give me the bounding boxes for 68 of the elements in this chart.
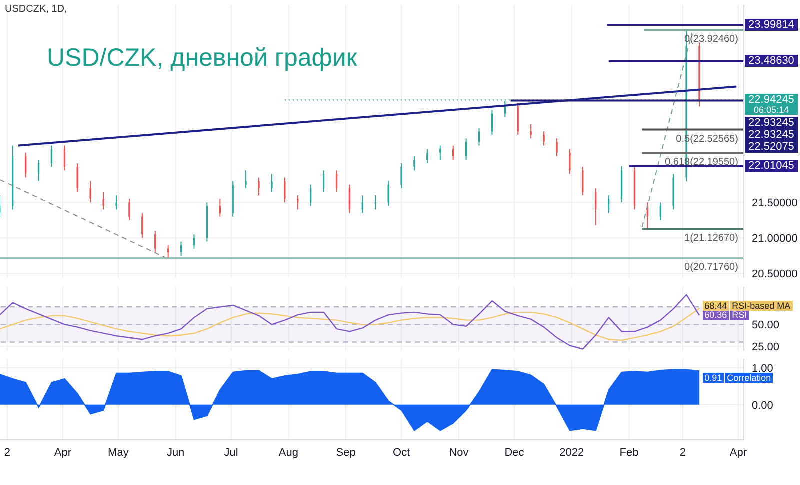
y-tick-label: 1.00 — [752, 362, 774, 375]
data-label: 60.36 — [702, 310, 730, 320]
x-tick-label: Apr — [54, 446, 72, 459]
data-label: 23.48630 — [745, 55, 798, 68]
x-tick-label: Oct — [393, 446, 410, 459]
candlestick — [193, 234, 196, 250]
data-label: 23.99814 — [745, 19, 798, 32]
text: 22.93245 — [745, 129, 798, 142]
annotation: 0(20.71760) — [684, 262, 738, 274]
candlestick — [543, 131, 545, 146]
candlestick — [219, 198, 221, 218]
y-tick-label: 0.00 — [752, 400, 774, 412]
candlestick — [556, 138, 558, 157]
candlestick — [258, 177, 260, 196]
candlestick — [426, 148, 428, 164]
x-tick-label: Jun — [166, 446, 185, 459]
candlestick — [271, 174, 273, 192]
candlestick — [362, 195, 364, 214]
data-label: 22.01045 — [745, 160, 798, 172]
x-tick-label: Feb — [620, 446, 639, 459]
candlestick — [465, 138, 468, 160]
x-tick-label: 2 — [680, 446, 686, 459]
candlestick — [76, 163, 78, 192]
candlestick — [660, 202, 662, 221]
candlestick — [284, 177, 286, 204]
x-tick-label: Jul — [224, 446, 238, 459]
text: 22.52075 — [745, 141, 798, 154]
candlestick — [336, 170, 338, 192]
x-tick-label: Sep — [336, 446, 356, 459]
y-tick-label: 25.00 — [752, 342, 780, 354]
legend-label: RSI — [730, 310, 750, 320]
y-tick-label: 21.00000 — [752, 233, 798, 246]
y-tick-label: 21.50000 — [752, 198, 798, 210]
candlestick — [608, 195, 610, 214]
data-label: 0.91 — [702, 372, 724, 383]
x-tick-label: 2022 — [560, 446, 584, 459]
data-label: 22.94245 — [745, 94, 798, 106]
x-tick-label: Aug — [278, 446, 299, 459]
candlestick — [388, 180, 390, 207]
candlestick — [128, 198, 130, 221]
x-tick-label: Dec — [504, 446, 525, 459]
candlestick — [245, 170, 247, 189]
candlestick — [322, 170, 325, 192]
candlestick — [582, 166, 584, 196]
candlestick — [102, 191, 104, 210]
y-tick-label: 20.50000 — [752, 268, 798, 281]
x-tick-label: 2 — [4, 446, 10, 459]
candlestick — [595, 188, 597, 226]
chart-subtitle: USDCZK, 1D, — [5, 4, 68, 15]
text: 22.93245 — [745, 117, 798, 130]
y-tick-label: 50.00 — [752, 320, 780, 332]
candlestick — [116, 195, 118, 210]
text: 06:05:14 — [745, 105, 798, 116]
legend-label: Correlation — [725, 372, 774, 383]
candlestick — [154, 230, 156, 253]
x-tick-label: Apr — [730, 446, 748, 459]
candlestick — [348, 184, 351, 214]
legend-label: RSI-based MA — [730, 300, 793, 311]
candlestick — [400, 163, 402, 189]
line-series — [0, 294, 700, 350]
data-label: 68.44 — [702, 300, 730, 311]
text: USD/CZK, дневной график — [47, 44, 358, 73]
candlestick — [569, 148, 571, 175]
candlestick — [414, 156, 416, 172]
x-tick-label: May — [108, 446, 130, 459]
annotation: 1(21.12670) — [684, 233, 738, 244]
candlestick — [530, 124, 532, 140]
x-tick-label: Nov — [449, 446, 470, 459]
